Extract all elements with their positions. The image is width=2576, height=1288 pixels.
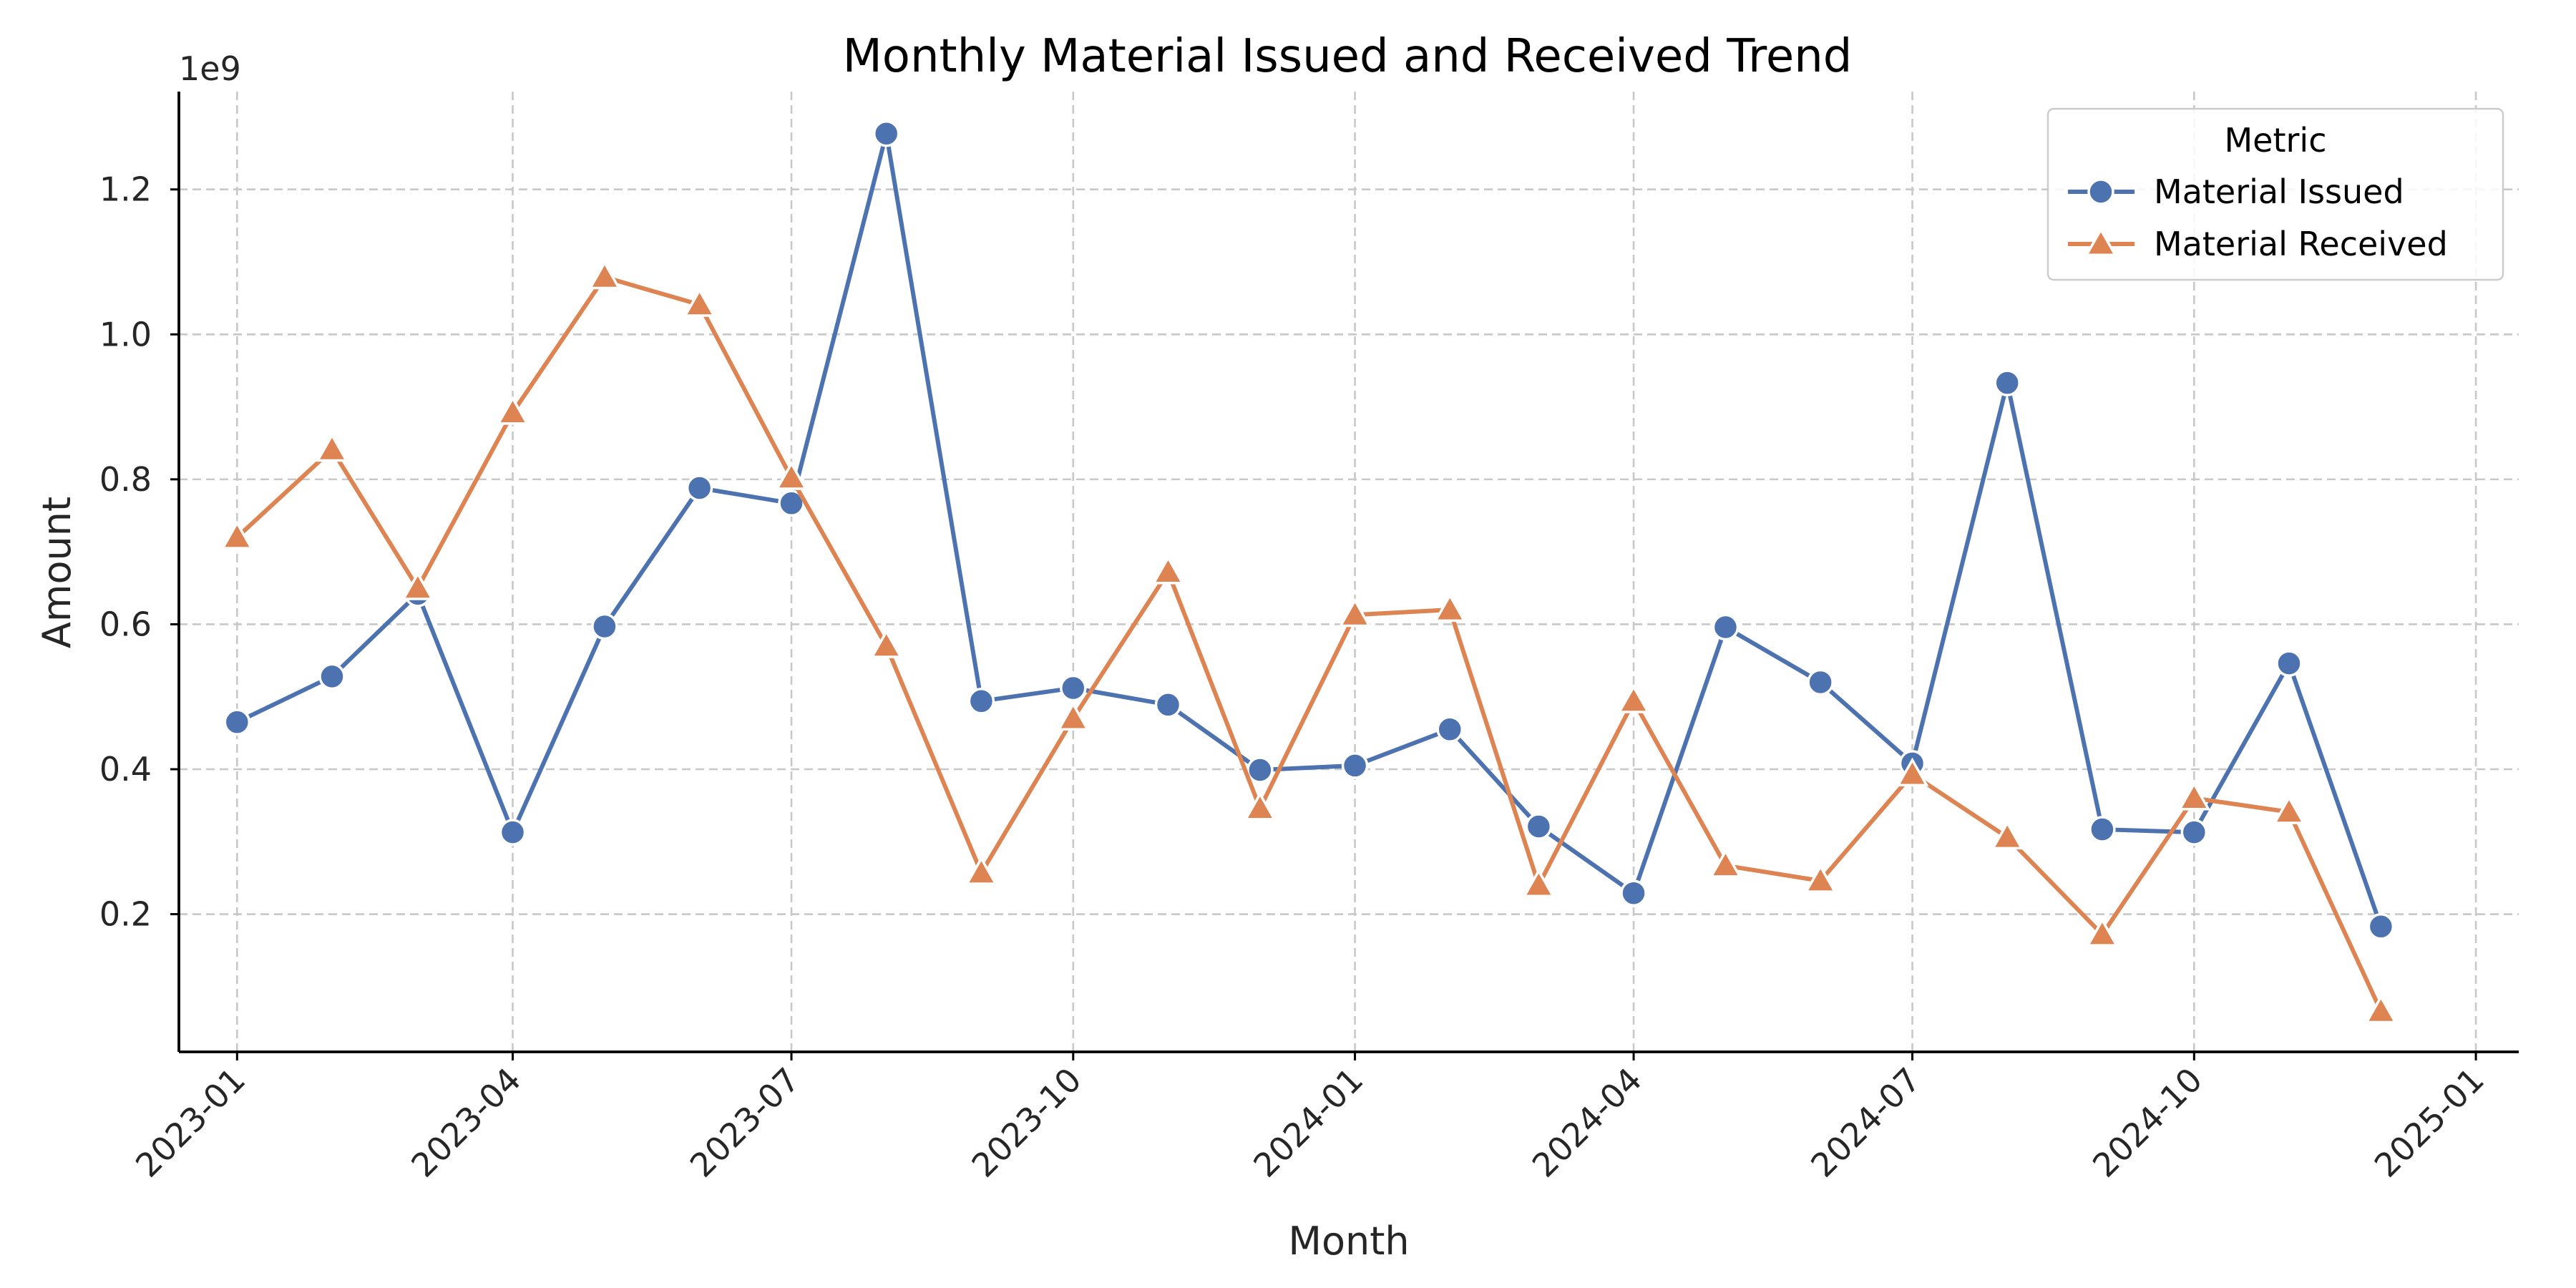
x-tick-label: 2023-07 xyxy=(683,1060,807,1185)
data-point xyxy=(1620,879,1647,907)
series-2 xyxy=(220,260,2398,1024)
data-point xyxy=(1804,864,1838,893)
data-point xyxy=(496,396,530,425)
x-tick-label: 2023-10 xyxy=(964,1060,1088,1185)
x-tick-label: 2025-01 xyxy=(2367,1060,2492,1185)
y-tick-label: 0.6 xyxy=(99,605,152,643)
x-tick-label: 2024-04 xyxy=(1525,1060,1649,1185)
data-point xyxy=(965,856,998,885)
data-point xyxy=(1522,868,1556,897)
data-point xyxy=(2180,819,2208,846)
y-tick-label: 0.4 xyxy=(99,750,152,789)
data-point xyxy=(967,688,995,715)
chart-title: Monthly Material Issued and Received Tre… xyxy=(843,30,1853,83)
data-point xyxy=(869,629,903,658)
x-axis-title: Month xyxy=(1288,1219,1409,1264)
data-point xyxy=(1151,555,1185,585)
series-line xyxy=(235,131,2384,929)
x-tick-label: 2024-07 xyxy=(1803,1060,1928,1185)
data-point xyxy=(2177,781,2211,811)
data-point xyxy=(2273,795,2306,824)
data-point xyxy=(683,288,716,317)
data-point xyxy=(318,663,346,691)
data-point xyxy=(223,708,251,736)
data-point xyxy=(220,520,254,550)
data-point xyxy=(2367,913,2395,940)
data-point xyxy=(499,819,527,846)
y-axis-ticks: 0.2 0.4 0.6 0.8 1.0 1.2 xyxy=(99,170,179,934)
y-tick-label: 1.2 xyxy=(99,170,152,209)
data-point xyxy=(1994,369,2021,396)
data-point xyxy=(2275,650,2303,677)
data-point xyxy=(401,571,434,600)
legend-box xyxy=(2046,107,2504,281)
data-point xyxy=(1525,813,1553,840)
data-point xyxy=(1338,597,1372,628)
legend-entry: Material Issued xyxy=(2068,172,2404,211)
x-tick-label: 2023-01 xyxy=(128,1060,253,1185)
data-point xyxy=(1617,684,1651,713)
data-point xyxy=(1991,820,2024,850)
data-point xyxy=(1712,613,1740,641)
data-point xyxy=(1433,592,1467,623)
data-point xyxy=(1436,716,1463,743)
legend-label: Material Received xyxy=(2154,225,2448,263)
data-point xyxy=(2089,816,2116,843)
data-point xyxy=(1056,701,1090,731)
data-point xyxy=(872,119,900,147)
x-tick-label: 2024-01 xyxy=(1246,1060,1370,1185)
legend: Metric Material Issued Material Received xyxy=(2046,107,2504,281)
data-point xyxy=(1709,849,1742,878)
series xyxy=(220,119,2398,1024)
y-offset-label: 1e9 xyxy=(179,49,241,88)
x-tick-label: 2023-04 xyxy=(404,1060,528,1185)
data-point xyxy=(591,613,618,640)
data-point xyxy=(587,260,621,290)
data-point xyxy=(1243,791,1277,821)
y-tick-label: 1.0 xyxy=(99,315,152,353)
y-tick-label: 0.2 xyxy=(99,895,152,934)
data-point xyxy=(1341,752,1369,779)
series-line xyxy=(235,275,2384,1014)
y-axis-title: Amount xyxy=(34,497,79,648)
data-point xyxy=(1154,691,1182,718)
data-point xyxy=(1807,668,1834,696)
data-point xyxy=(2085,917,2119,947)
legend-entries: Material Issued Material Received xyxy=(2068,172,2448,263)
data-point xyxy=(2364,994,2398,1024)
data-point xyxy=(1896,757,1929,787)
x-tick-label: 2024-10 xyxy=(2085,1060,2210,1185)
x-axis-ticks: 2023-01 2023-04 2023-07 2023-10 2024-01 2024-… xyxy=(128,1052,2492,1185)
data-point xyxy=(686,474,713,502)
series-1 xyxy=(223,119,2395,940)
legend-title: Metric xyxy=(2224,121,2326,160)
data-point xyxy=(775,461,808,490)
data-point xyxy=(1060,674,1087,702)
data-point xyxy=(1246,756,1274,784)
data-point xyxy=(316,432,348,462)
legend-entry: Material Received xyxy=(2068,225,2448,263)
legend-label: Material Issued xyxy=(2154,172,2404,211)
y-tick-label: 0.8 xyxy=(99,460,152,499)
legend-marker xyxy=(2087,178,2114,205)
legend-marker xyxy=(2084,227,2117,256)
